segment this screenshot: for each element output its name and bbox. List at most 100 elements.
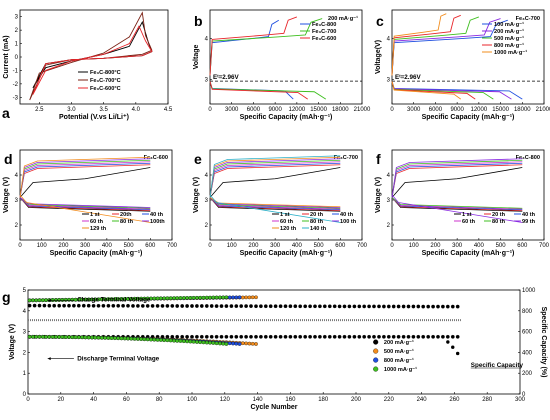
- charge-point: [172, 296, 176, 300]
- arrow-head: [47, 298, 51, 302]
- charge-point: [31, 298, 35, 303]
- panel-letter-f: f: [376, 151, 381, 167]
- charge-point: [188, 296, 193, 300]
- discharge-point: [239, 334, 244, 339]
- legend-entry: 200 mA·g⁻¹: [384, 339, 414, 346]
- charge-point: [244, 295, 248, 300]
- x-tick-label: 240: [417, 397, 428, 403]
- charge-point: [72, 303, 76, 308]
- discharge-point: [73, 335, 78, 340]
- legend-entry: 99 th: [522, 219, 536, 225]
- charge-point: [239, 304, 244, 308]
- charge-point: [372, 304, 376, 309]
- x-tick-label: 3.0: [67, 107, 76, 113]
- charge-point: [185, 304, 189, 308]
- charge-point: [204, 304, 209, 308]
- plot-frame: [27, 289, 521, 395]
- legend-entry: 1000 mA·g⁻¹: [494, 49, 527, 56]
- charge-point: [386, 304, 391, 309]
- charge-point: [168, 296, 173, 301]
- x-tick-label: 100: [187, 397, 198, 403]
- x-tick-label: 300: [452, 243, 463, 249]
- charge-point: [121, 303, 125, 308]
- x-tick-label: 0: [390, 107, 394, 113]
- discharge-point: [411, 334, 416, 339]
- charge-point: [401, 304, 406, 309]
- discharge-point: [132, 337, 137, 341]
- discharge-point: [119, 336, 124, 341]
- discharge-curve: [19, 197, 151, 208]
- discharge-point: [54, 335, 58, 339]
- legend-entry: 1 st: [462, 212, 472, 218]
- charge-point: [160, 304, 165, 308]
- charge-point: [101, 303, 106, 308]
- discharge-point: [31, 334, 35, 339]
- legend-entry: 100 th: [340, 219, 357, 225]
- panel-letter-a: a: [2, 105, 10, 121]
- x-tick-label: 0: [208, 107, 212, 113]
- charge-curve: [209, 164, 341, 198]
- discharge-point: [57, 335, 62, 339]
- x-tick-label: 700: [539, 243, 550, 249]
- discharge-point: [288, 334, 293, 339]
- discharge-point: [204, 340, 209, 345]
- charge-point: [150, 304, 155, 308]
- discharge-point: [93, 335, 98, 340]
- y-tick-label: 3: [205, 77, 209, 83]
- discharge-point: [158, 338, 163, 342]
- discharge-point: [34, 334, 39, 339]
- charge-point: [273, 304, 278, 309]
- discharge-point: [37, 334, 42, 339]
- discharge-point: [221, 341, 226, 346]
- discharge-point: [27, 334, 32, 339]
- discharge-point: [352, 334, 357, 339]
- discharge-point: [103, 336, 107, 340]
- charge-point: [347, 304, 352, 309]
- charge-point: [211, 295, 216, 300]
- charge-point: [131, 304, 135, 308]
- discharge-curve: [391, 194, 523, 223]
- discharge-point: [191, 339, 196, 344]
- charge-point: [367, 304, 371, 309]
- x-axis-label: Specific Capacity (mAh·g⁻¹): [240, 114, 333, 121]
- legend-entry: Fe₃C-800°C: [90, 70, 121, 76]
- x-tick-label: 15000: [492, 107, 509, 113]
- charge-point: [111, 303, 116, 308]
- y2-tick-label: 200: [522, 371, 533, 377]
- charge-point: [145, 304, 150, 308]
- legend-marker: [373, 339, 379, 345]
- discharge-point: [244, 341, 248, 346]
- charge-point: [441, 304, 445, 309]
- charge-point: [298, 304, 303, 309]
- discharge-point: [259, 334, 263, 339]
- charge-point: [27, 303, 32, 308]
- discharge-point: [231, 341, 235, 346]
- charge-point: [377, 304, 381, 309]
- x-tick-label: 280: [482, 397, 493, 403]
- charge-point: [165, 296, 170, 301]
- discharge-point: [332, 334, 337, 339]
- discharge-point: [214, 334, 219, 339]
- discharge-point: [63, 335, 68, 339]
- charge-point: [116, 303, 121, 308]
- discharge-point: [391, 334, 396, 339]
- x-tick-label: 12000: [289, 107, 306, 113]
- charge-point: [201, 295, 206, 300]
- x-tick-label: 100: [227, 243, 238, 249]
- discharge-point: [382, 334, 386, 339]
- charge-curve: [209, 156, 341, 198]
- legend-marker: [373, 348, 379, 354]
- discharge-point: [249, 334, 253, 339]
- discharge-point: [162, 338, 166, 343]
- discharge-point: [313, 334, 317, 339]
- x-tick-label: 0: [390, 243, 394, 249]
- charge-point: [208, 295, 212, 300]
- y-tick-label: 2: [205, 223, 209, 229]
- discharge-point: [190, 334, 194, 339]
- legend-entry: 1000 mA·g⁻¹: [384, 366, 417, 373]
- x-tick-label: 700: [357, 243, 368, 249]
- charge-point: [185, 296, 189, 300]
- discharge-point: [278, 334, 283, 339]
- charge-point: [50, 298, 55, 302]
- charge-point: [268, 304, 273, 309]
